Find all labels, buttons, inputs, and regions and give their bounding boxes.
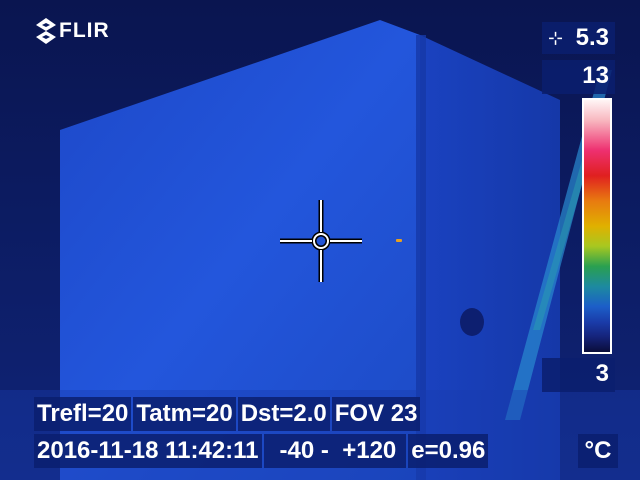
temperature-color-scale [582, 98, 612, 354]
field-of-view: FOV 23 [331, 397, 421, 431]
temperature-range: -40 - +120 [263, 434, 407, 468]
temperature-unit: °C [578, 434, 618, 468]
corner-edge [416, 35, 426, 480]
cold-spot [460, 308, 484, 336]
reflected-temp: Trefl=20 [34, 397, 132, 431]
crosshair-icon [280, 200, 362, 282]
datetime: 2016-11-18 11:42:11 [34, 434, 262, 468]
spot-value: 5.3 [575, 24, 609, 51]
flir-logo: FLIR [36, 18, 110, 44]
flir-logo-icon [36, 18, 56, 44]
scale-min-value: 3 [542, 358, 615, 392]
emissivity: e=0.96 [408, 434, 489, 468]
building-wall-left [60, 20, 420, 480]
spot-meter-icon: ⊹ [548, 27, 564, 48]
atmospheric-temp: Tatm=20 [133, 397, 236, 431]
spot-measurement: ⊹ 5.3 [542, 22, 615, 54]
logo-text: FLIR [59, 19, 110, 42]
hot-spot-marker [396, 239, 402, 242]
distance: Dst=2.0 [237, 397, 330, 431]
scale-max-value: 13 [542, 60, 615, 94]
info-bar: 2016-11-18 11:42:11 -40 - +120 e=0.96 [34, 434, 489, 468]
parameters-bar: Trefl=20 Tatm=20 Dst=2.0 FOV 23 [34, 397, 421, 431]
